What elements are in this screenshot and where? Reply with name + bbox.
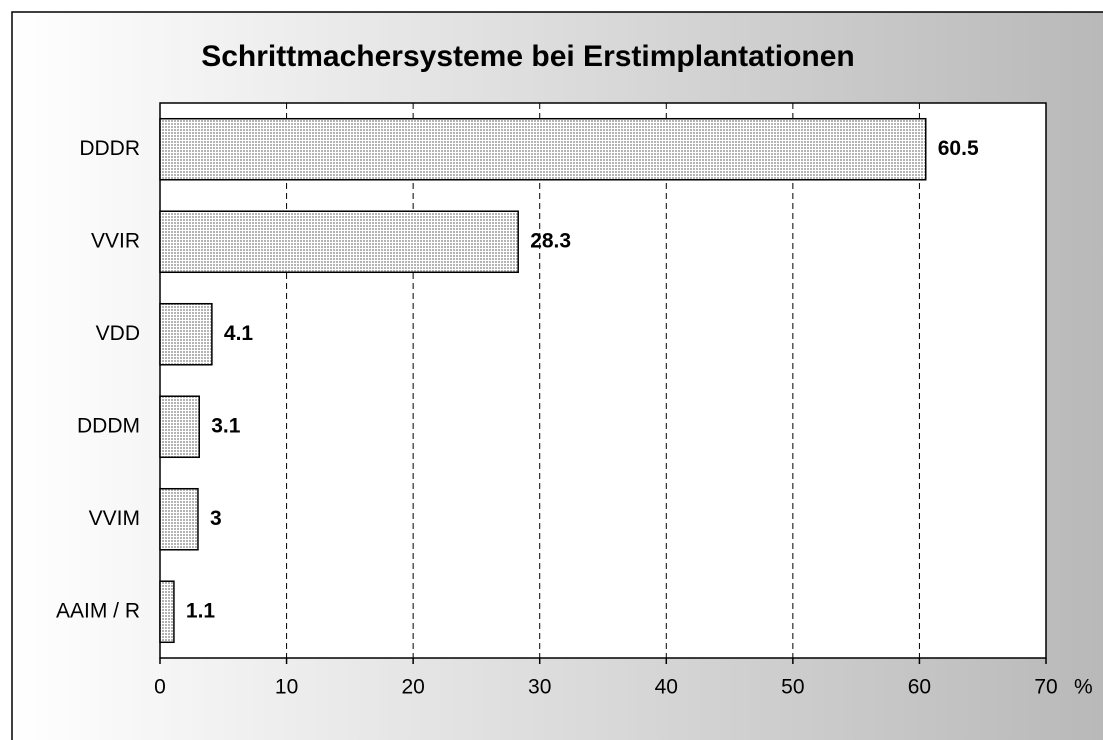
bar xyxy=(159,487,199,551)
value-label: 28.3 xyxy=(530,229,571,252)
bar xyxy=(159,117,927,181)
x-axis-unit: % xyxy=(1074,676,1093,699)
value-label: 3.1 xyxy=(211,414,241,437)
x-tick-label: 40 xyxy=(655,676,678,699)
x-tick-label: 0 xyxy=(154,676,166,699)
value-label: 3 xyxy=(210,507,222,530)
x-tick-label: 20 xyxy=(401,676,424,699)
x-tick-label: 70 xyxy=(1034,676,1057,699)
y-tick-label: DDDR xyxy=(79,137,140,160)
bar xyxy=(159,395,200,459)
bar xyxy=(159,580,175,644)
plot-area xyxy=(159,102,1047,659)
y-tick-label: AAIM / R xyxy=(56,599,140,622)
bar xyxy=(159,210,519,274)
y-tick-label: DDDM xyxy=(77,414,140,437)
y-tick-label: VDD xyxy=(96,322,140,345)
x-tick-label: 30 xyxy=(528,676,551,699)
bar xyxy=(159,302,213,366)
y-tick-label: VVIR xyxy=(91,229,140,252)
x-tick-label: 60 xyxy=(908,676,931,699)
value-label: 60.5 xyxy=(938,137,979,160)
x-tick-label: 10 xyxy=(275,676,298,699)
value-label: 4.1 xyxy=(224,322,254,345)
y-tick-label: VVIM xyxy=(89,507,140,530)
chart-title: Schrittmachersysteme bei Erstimplantatio… xyxy=(201,40,855,73)
x-tick-label: 50 xyxy=(781,676,804,699)
value-label: 1.1 xyxy=(186,599,216,622)
